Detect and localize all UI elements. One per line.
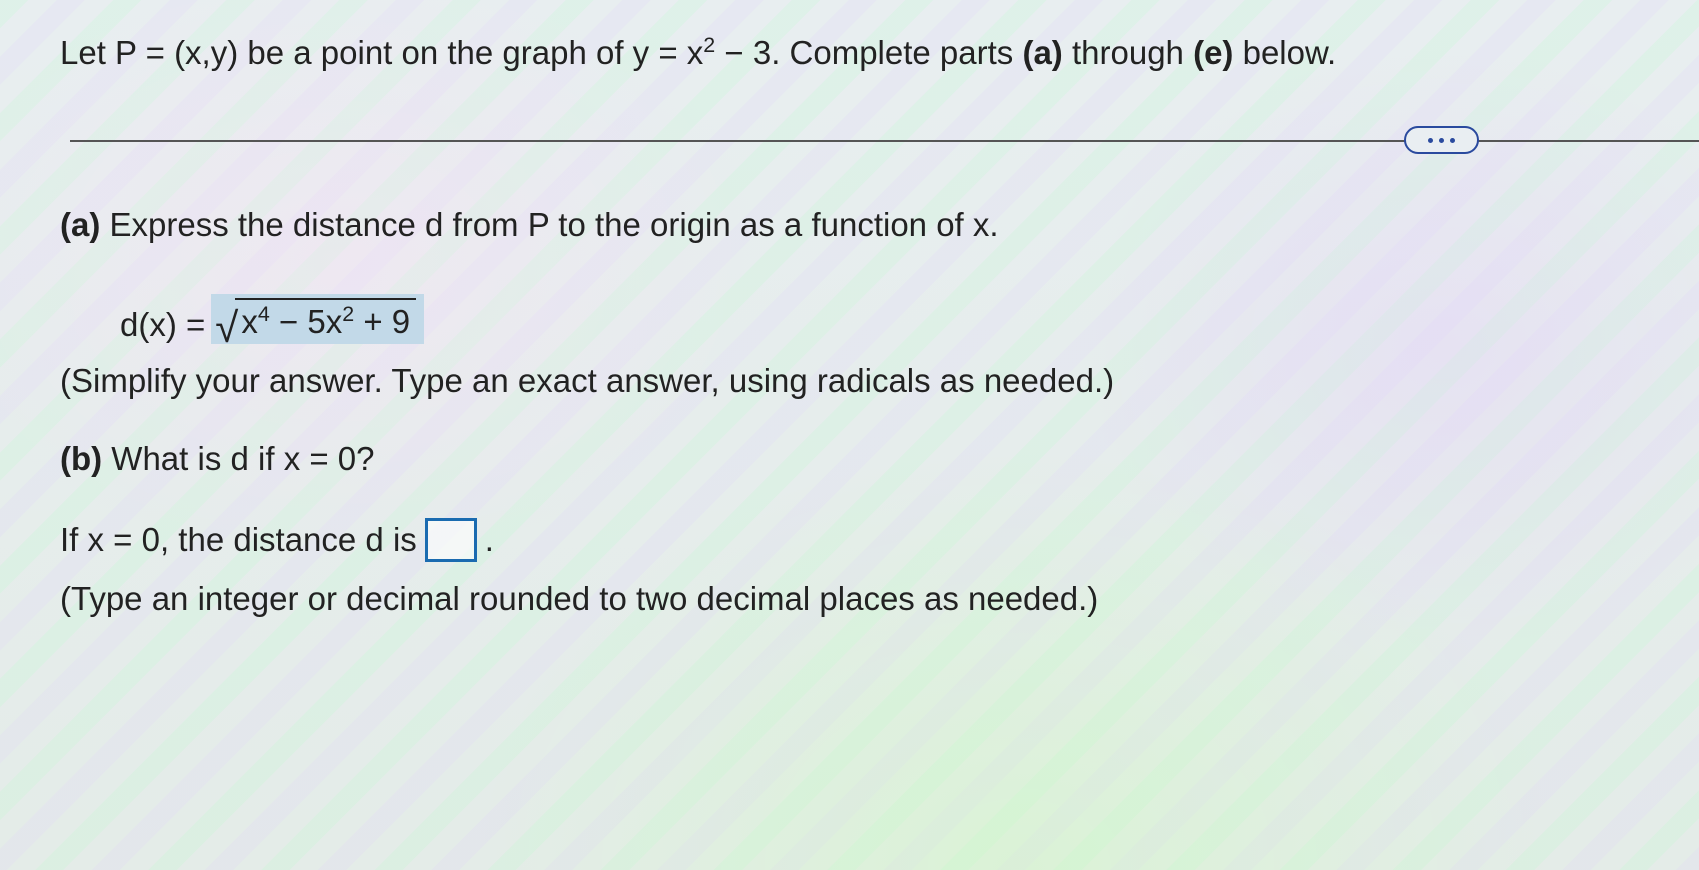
answer-input[interactable] — [425, 518, 477, 562]
ellipsis-dot-icon — [1439, 138, 1444, 143]
eq-lhs: d(x) = — [120, 306, 205, 344]
intro-prefix: Let P = (x,y) be a point on the graph of… — [60, 34, 703, 71]
part-a-hint: (Simplify your answer. Type an exact ans… — [60, 362, 1639, 400]
intro-end: below. — [1233, 34, 1336, 71]
part-a-question: (a) Express the distance d from P to the… — [60, 206, 1639, 244]
problem-intro: Let P = (x,y) be a point on the graph of… — [60, 30, 1639, 76]
rad-e2: 2 — [342, 302, 354, 326]
rad-t2: − 5x — [270, 303, 342, 340]
intro-suffix: − 3. Complete parts — [715, 34, 1022, 71]
part-a-answer-highlight: √ x4 − 5x2 + 9 — [211, 294, 424, 344]
intro-middle: through — [1063, 34, 1193, 71]
intro-bold-a: (a) — [1022, 34, 1062, 71]
answer-suffix: . — [485, 521, 494, 559]
ellipsis-dot-icon — [1428, 138, 1433, 143]
rad-t1: x — [241, 303, 258, 340]
intro-exponent: 2 — [703, 33, 715, 57]
intro-bold-e: (e) — [1193, 34, 1233, 71]
rad-t3: + 9 — [354, 303, 410, 340]
part-b-hint: (Type an integer or decimal rounded to t… — [60, 580, 1639, 618]
more-button[interactable] — [1404, 126, 1479, 154]
part-b-answer-row: If x = 0, the distance d is . — [60, 518, 1639, 562]
radical-icon: √ — [215, 311, 238, 345]
part-b-label: (b) — [60, 440, 102, 477]
part-a-equation: d(x) = √ x4 − 5x2 + 9 — [120, 294, 1639, 344]
ellipsis-dot-icon — [1450, 138, 1455, 143]
question-content: Let P = (x,y) be a point on the graph of… — [0, 0, 1699, 648]
part-a-label: (a) — [60, 206, 100, 243]
answer-prefix: If x = 0, the distance d is — [60, 521, 417, 559]
rad-e1: 4 — [258, 302, 270, 326]
part-b-question: (b) What is d if x = 0? — [60, 440, 1639, 478]
part-a-text: Express the distance d from P to the ori… — [100, 206, 998, 243]
part-b-text: What is d if x = 0? — [102, 440, 374, 477]
radicand: x4 − 5x2 + 9 — [235, 298, 416, 342]
divider-row — [60, 126, 1639, 156]
